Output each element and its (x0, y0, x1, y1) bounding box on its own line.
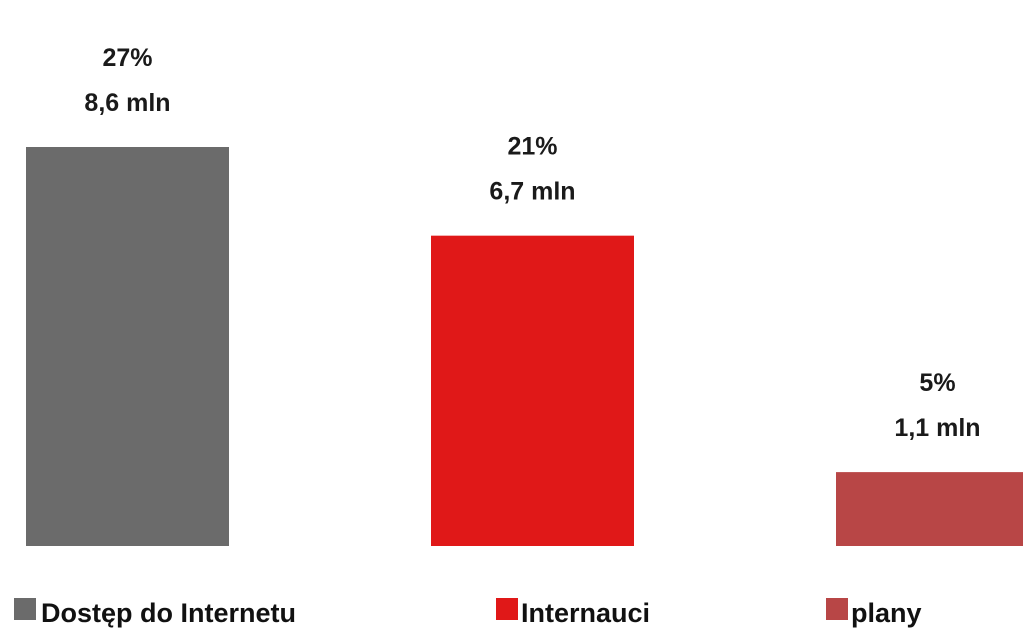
data-labels-group: 27% 8,6 mln 21% 6,7 mln 5% 1,1 mln (84, 44, 980, 442)
bar-3 (836, 472, 1023, 546)
data-label-percent-3: 5% (919, 369, 955, 397)
legend: Dostęp do Internetu Internauci plany (14, 598, 922, 628)
data-label-count-1: 8,6 mln (84, 89, 170, 117)
data-label-percent-2: 21% (507, 133, 557, 161)
data-label-count-3: 1,1 mln (894, 414, 980, 442)
legend-swatch-3 (826, 598, 848, 620)
legend-swatch-1 (14, 598, 36, 620)
data-label-percent-1: 27% (102, 44, 152, 72)
legend-label-2: Internauci (521, 598, 650, 628)
data-label-count-2: 6,7 mln (489, 178, 575, 206)
legend-swatch-2 (496, 598, 518, 620)
bar-1 (26, 147, 229, 546)
legend-label-1: Dostęp do Internetu (41, 598, 296, 628)
bar-2 (431, 235, 634, 546)
legend-label-3: plany (851, 598, 922, 628)
bars-group (26, 147, 1023, 546)
